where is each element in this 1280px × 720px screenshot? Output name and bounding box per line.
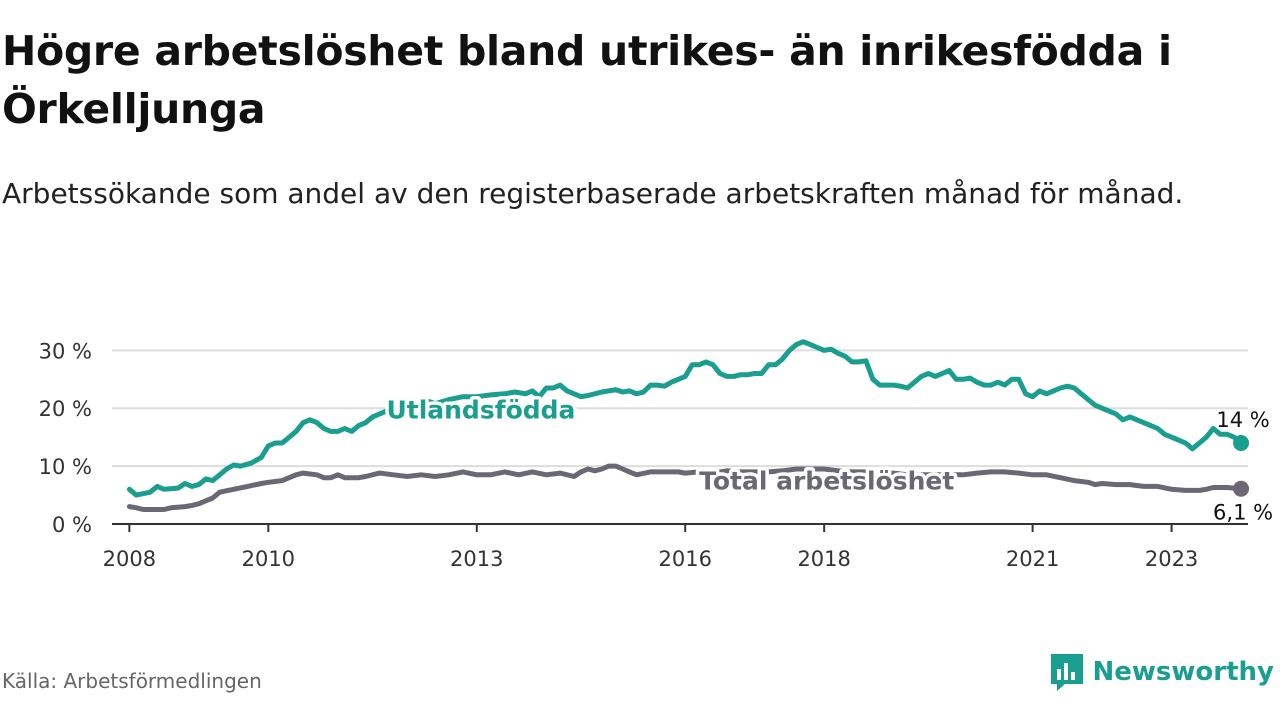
- series-line-total-arbetsloshet: [126, 463, 1244, 512]
- newsworthy-logo-icon: [1050, 654, 1083, 691]
- series-label-total-arbetsloshet: Total arbetslöshet: [699, 466, 954, 495]
- x-tick-label: 2013: [450, 547, 503, 571]
- end-value-label-utlandsfodda: 14 %: [1216, 408, 1269, 432]
- brand-name: Newsworthy: [1092, 657, 1274, 687]
- brand-logo: Newsworthy: [1049, 652, 1274, 692]
- line-chart: 0 % 10 % 20 % 30 % 2008 2010 2013 2016 2018 2021 2…: [39, 339, 1273, 571]
- chart-title: Högre arbetslöshet bland utrikes- än inr…: [2, 27, 1172, 133]
- x-tick-label: 2016: [658, 547, 711, 571]
- end-value-label-total-arbetsloshet: 6,1 %: [1213, 501, 1273, 525]
- x-tick-label: 2023: [1145, 547, 1198, 571]
- series-label-utlandsfodda: Utlandsfödda: [386, 396, 575, 425]
- x-tick-label: 2021: [1006, 547, 1059, 571]
- y-tick-label: 20 %: [39, 397, 92, 421]
- x-tick-label: 2018: [797, 547, 850, 571]
- end-point-utlandsfodda: [1233, 434, 1250, 451]
- source-note: Källa: Arbetsförmedlingen: [2, 669, 262, 693]
- y-tick-label: 10 %: [39, 455, 92, 479]
- x-tick-label: 2010: [242, 547, 295, 571]
- series-line-utlandsfodda: [126, 339, 1244, 498]
- end-point-total-arbetsloshet: [1233, 480, 1250, 497]
- y-tick-label: 30 %: [39, 339, 92, 363]
- y-tick-label: 0 %: [52, 513, 92, 537]
- x-tick-label: 2008: [103, 547, 156, 571]
- chart-subtitle: Arbetssökande som andel av den registerb…: [2, 177, 1184, 210]
